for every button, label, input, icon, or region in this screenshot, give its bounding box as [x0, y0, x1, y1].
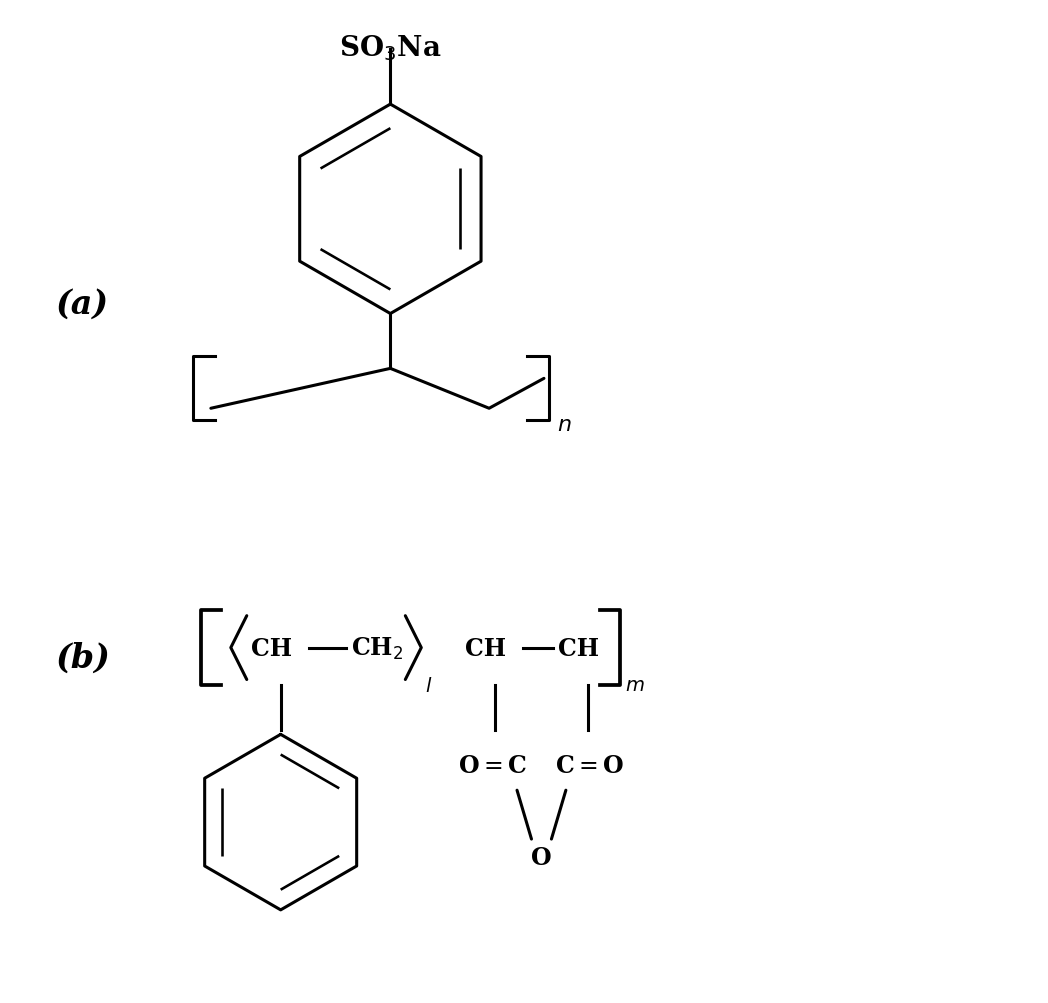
Text: (a): (a)	[57, 288, 109, 321]
Text: $l$: $l$	[425, 676, 433, 695]
Text: O$=$C: O$=$C	[458, 753, 528, 777]
Text: $m$: $m$	[625, 676, 645, 694]
Text: O: O	[531, 846, 551, 870]
Text: CH: CH	[465, 636, 506, 660]
Text: $n$: $n$	[556, 414, 571, 436]
Text: CH: CH	[558, 636, 599, 660]
Text: C$=$O: C$=$O	[555, 753, 625, 777]
Text: CH$_2$: CH$_2$	[351, 635, 403, 661]
Text: SO$_3$Na: SO$_3$Na	[340, 33, 441, 63]
Text: CH: CH	[250, 636, 292, 660]
Text: (b): (b)	[57, 642, 111, 674]
